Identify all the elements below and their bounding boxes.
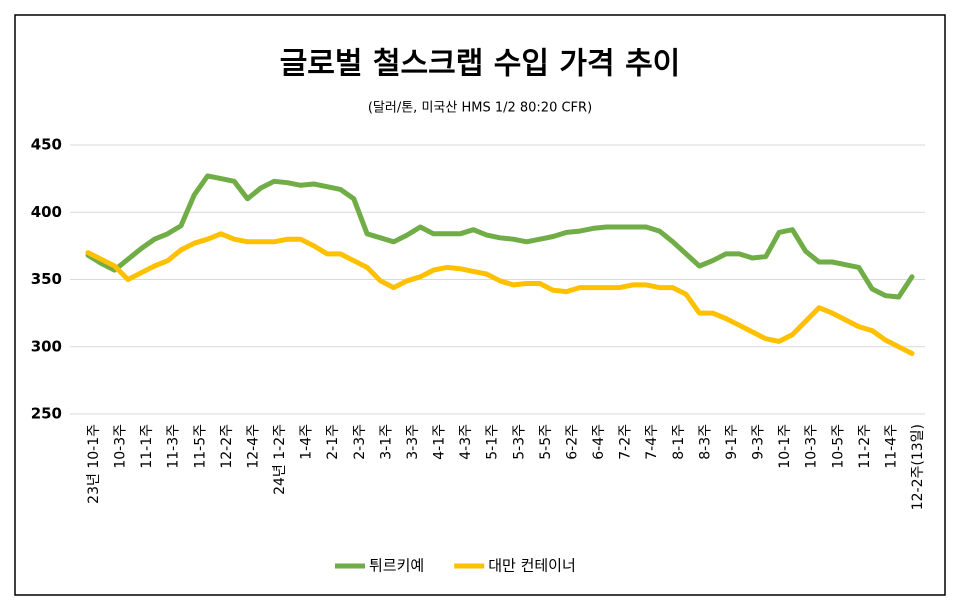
y-tick-label: 250: [31, 405, 62, 423]
x-tick-label: 2-3주: [352, 424, 368, 460]
chart-subtitle: (달러/톤, 미국산 HMS 1/2 80:20 CFR): [368, 101, 592, 116]
x-tick-label: 24년 1-2주: [272, 424, 288, 495]
x-tick-label: 10-5주: [830, 424, 846, 469]
x-tick-label: 11-2주: [857, 424, 873, 469]
x-tick-label: 12-2주(13일): [910, 424, 926, 510]
x-tick-label: 5-1주: [485, 424, 501, 460]
y-tick-label: 300: [31, 337, 62, 355]
x-tick-label: 11-1주: [139, 424, 155, 469]
x-tick-label: 10-3주: [804, 424, 820, 469]
series-line: [85, 173, 915, 300]
y-tick-label: 400: [31, 203, 62, 221]
x-tick-label: 5-3주: [511, 424, 527, 460]
x-tick-label: 1-4주: [299, 424, 315, 460]
x-tick-label: 3-3주: [405, 424, 421, 460]
chart-title: 글로벌 철스크랩 수입 가격 추이: [280, 47, 681, 82]
x-tick-label: 6-2주: [564, 424, 580, 460]
x-tick-label: 10-1주: [777, 424, 793, 469]
x-tick-label: 8-1주: [671, 424, 687, 460]
y-tick-label: 450: [31, 136, 62, 154]
x-tick-label: 11-5주: [192, 424, 208, 469]
x-tick-label: 10-3주: [113, 424, 129, 469]
x-tick-label: 11-3주: [166, 424, 182, 469]
chart-frame: [14, 14, 946, 596]
x-tick-label: 9-1주: [724, 424, 740, 460]
x-tick-label: 9-3주: [751, 424, 767, 460]
series-line: [85, 231, 915, 356]
x-tick-label: 12-4주: [245, 424, 261, 469]
x-tick-label: 12-2주: [219, 424, 235, 469]
x-tick-label: 4-3주: [458, 424, 474, 460]
legend-label: 튀르키예: [369, 557, 424, 575]
x-tick-label: 4-1주: [432, 424, 448, 460]
x-tick-label: 2-1주: [325, 424, 341, 460]
x-tick-label: 6-4주: [591, 424, 607, 460]
x-tick-label: 8-3주: [697, 424, 713, 460]
x-tick-label: 3-1주: [378, 424, 394, 460]
y-tick-label: 350: [31, 270, 62, 288]
x-tick-label: 7-4주: [644, 424, 660, 460]
x-tick-label: 23년 10-1주: [86, 424, 102, 504]
x-tick-label: 11-4주: [883, 424, 899, 469]
x-tick-label: 5-5주: [538, 424, 554, 460]
x-tick-label: 7-2주: [618, 424, 634, 460]
legend-label: 대만 컨테이너: [488, 557, 576, 575]
